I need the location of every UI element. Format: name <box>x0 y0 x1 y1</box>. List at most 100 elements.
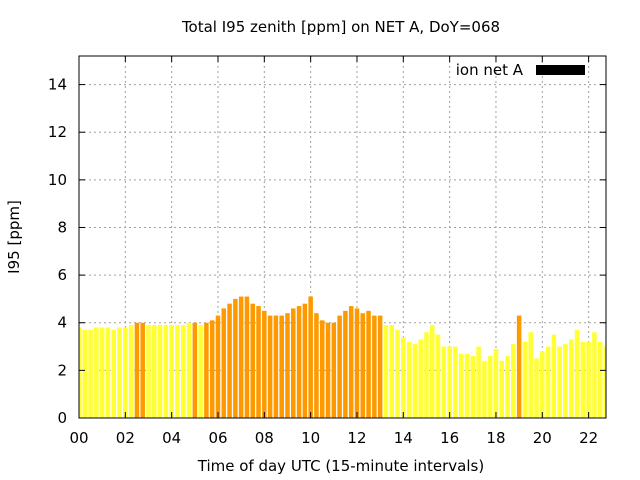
bar <box>534 358 539 418</box>
bar <box>79 327 82 418</box>
bar <box>401 337 406 418</box>
bar <box>157 325 163 418</box>
bar <box>586 341 591 418</box>
bar <box>348 306 354 418</box>
bar <box>204 322 209 418</box>
bar <box>395 329 400 418</box>
bar <box>105 327 111 418</box>
bar <box>256 306 261 418</box>
bar <box>412 344 418 418</box>
bar <box>458 353 464 418</box>
bar <box>377 315 383 418</box>
bar <box>152 325 157 418</box>
bar <box>511 344 516 418</box>
bar <box>140 322 145 418</box>
bar <box>424 332 429 418</box>
bar <box>568 339 574 418</box>
legend: ion net A <box>456 61 585 79</box>
y-axis-title: I95 [ppm] <box>5 200 23 274</box>
bar <box>238 296 244 418</box>
bar <box>343 310 348 418</box>
chart-title: Total I95 zenith [ppm] on NET A, DoY=068 <box>181 18 500 36</box>
bar <box>464 353 470 418</box>
y-tick-label: 12 <box>48 123 67 141</box>
bar <box>325 322 331 418</box>
bar <box>563 344 568 418</box>
bar <box>267 315 273 418</box>
bar <box>273 315 279 418</box>
bar <box>291 308 296 418</box>
y-tick-label: 10 <box>48 171 67 189</box>
y-tick-label: 0 <box>57 409 67 427</box>
bar <box>215 315 221 418</box>
x-tick-label: 12 <box>347 429 366 447</box>
bar <box>505 356 510 418</box>
bar <box>441 346 447 418</box>
x-tick-label: 02 <box>116 429 135 447</box>
bar <box>551 334 557 418</box>
bar <box>163 325 169 418</box>
bar <box>128 325 134 418</box>
legend-label: ion net A <box>456 61 524 79</box>
bar <box>383 325 389 418</box>
bar <box>354 308 360 418</box>
x-tick-label: 16 <box>440 429 459 447</box>
bar <box>94 327 99 418</box>
x-axis-title: Time of day UTC (15-minute intervals) <box>197 457 484 475</box>
bar <box>221 308 227 418</box>
bar <box>389 325 394 418</box>
x-tick-label: 04 <box>162 429 181 447</box>
bar <box>123 327 128 418</box>
bar <box>540 351 545 418</box>
x-tick-label: 00 <box>69 429 88 447</box>
bar <box>227 303 232 418</box>
bar <box>603 346 606 418</box>
bar <box>337 315 342 418</box>
bar <box>366 310 371 418</box>
bar <box>319 320 325 418</box>
bar <box>522 341 528 418</box>
bar-series <box>79 296 606 418</box>
y-tick-label: 2 <box>57 361 67 379</box>
x-tick-label: 06 <box>208 429 227 447</box>
bar <box>180 325 186 418</box>
bar <box>545 346 551 418</box>
bar <box>314 313 319 418</box>
bar <box>574 329 580 418</box>
bar <box>99 327 105 418</box>
bar <box>430 325 435 418</box>
bar <box>233 298 238 418</box>
bar <box>418 339 423 418</box>
x-tick-label: 22 <box>579 429 598 447</box>
bar <box>592 332 597 418</box>
bar <box>146 325 151 418</box>
bar <box>192 322 198 418</box>
bar <box>169 325 174 418</box>
x-tick-label: 14 <box>394 429 413 447</box>
bar <box>250 303 255 418</box>
bar <box>597 341 603 418</box>
bar <box>186 322 192 418</box>
bar <box>198 325 203 418</box>
bar <box>499 360 505 418</box>
x-tick-label: 10 <box>301 429 320 447</box>
bar <box>557 346 562 418</box>
bar <box>516 315 522 418</box>
y-tick-label: 14 <box>48 76 67 94</box>
bar <box>88 329 93 418</box>
bar <box>296 306 302 418</box>
bar <box>493 348 499 418</box>
bar <box>82 329 88 418</box>
bar <box>111 329 117 418</box>
bar <box>262 310 267 418</box>
bar <box>175 325 180 418</box>
plot-frame <box>78 55 607 419</box>
bar <box>487 356 493 418</box>
bar <box>117 327 122 418</box>
legend-swatch <box>536 65 585 75</box>
bar <box>372 315 377 418</box>
bar <box>134 322 140 418</box>
bar <box>285 313 290 418</box>
bar <box>308 296 313 418</box>
